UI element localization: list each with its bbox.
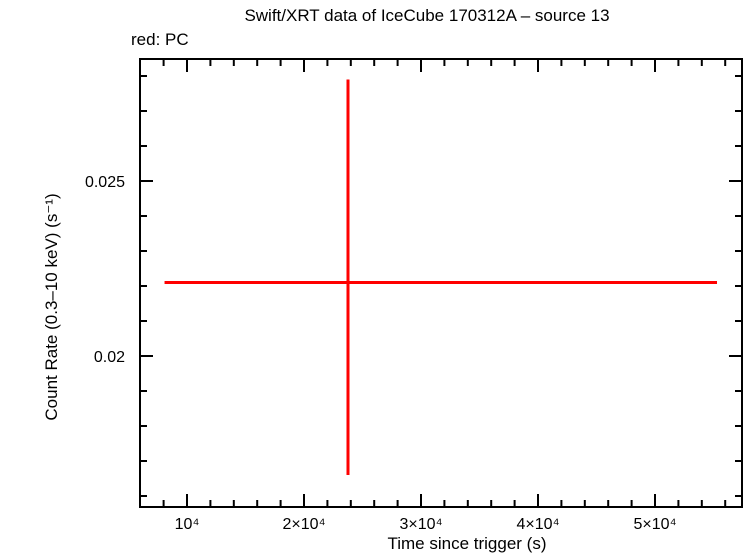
legend-note: red: PC (131, 30, 189, 49)
y-axis-title: Count Rate (0.3–10 keV) (s⁻¹) (42, 193, 61, 421)
x-tick-label: 5×10⁴ (634, 516, 677, 533)
x-tick-label: 3×10⁴ (400, 516, 443, 533)
chart-title: Swift/XRT data of IceCube 170312A – sour… (244, 6, 610, 25)
x-tick-label: 2×10⁴ (283, 516, 326, 533)
y-tick-label: 0.02 (94, 349, 125, 366)
y-tick-label: 0.025 (85, 174, 125, 191)
x-axis-title: Time since trigger (s) (387, 534, 547, 553)
x-tick-label: 10⁴ (175, 516, 200, 533)
plot-frame (139, 58, 743, 508)
x-tick-label: 4×10⁴ (517, 516, 560, 533)
